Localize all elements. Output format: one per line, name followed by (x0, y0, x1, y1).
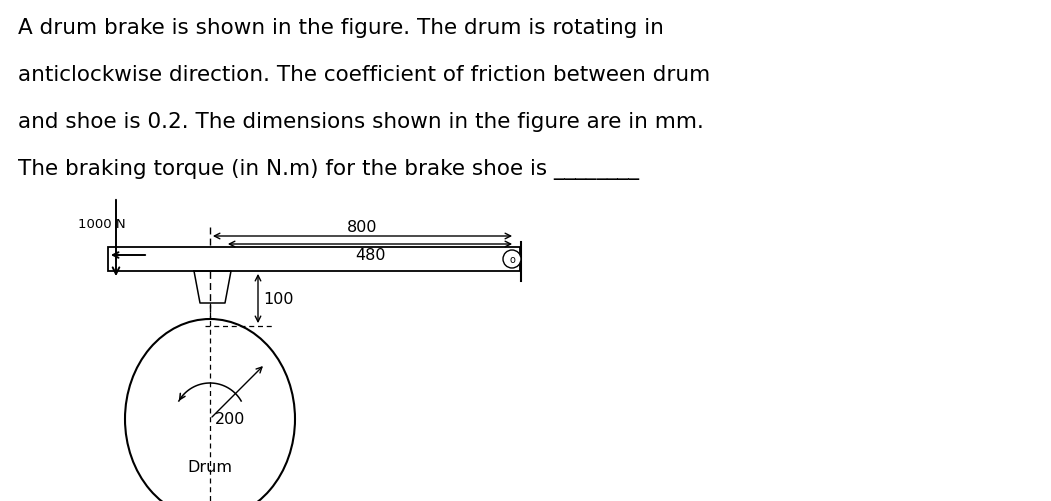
Text: 100: 100 (263, 292, 293, 307)
Text: and shoe is 0.2. The dimensions shown in the figure are in mm.: and shoe is 0.2. The dimensions shown in… (18, 112, 704, 132)
Ellipse shape (125, 319, 295, 501)
Text: anticlockwise direction. The coefficient of friction between drum: anticlockwise direction. The coefficient… (18, 65, 710, 85)
Text: 1000 N: 1000 N (78, 217, 126, 230)
Text: o: o (509, 255, 515, 265)
Text: 800: 800 (347, 219, 377, 234)
Text: The braking torque (in N.m) for the brake shoe is ________: The braking torque (in N.m) for the brak… (18, 159, 639, 180)
Text: 480: 480 (355, 247, 386, 263)
Text: 200: 200 (215, 411, 245, 426)
Bar (108, 247, 520, 272)
Circle shape (503, 250, 521, 269)
Text: A drum brake is shown in the figure. The drum is rotating in: A drum brake is shown in the figure. The… (18, 18, 664, 38)
Text: Drum: Drum (187, 459, 232, 474)
